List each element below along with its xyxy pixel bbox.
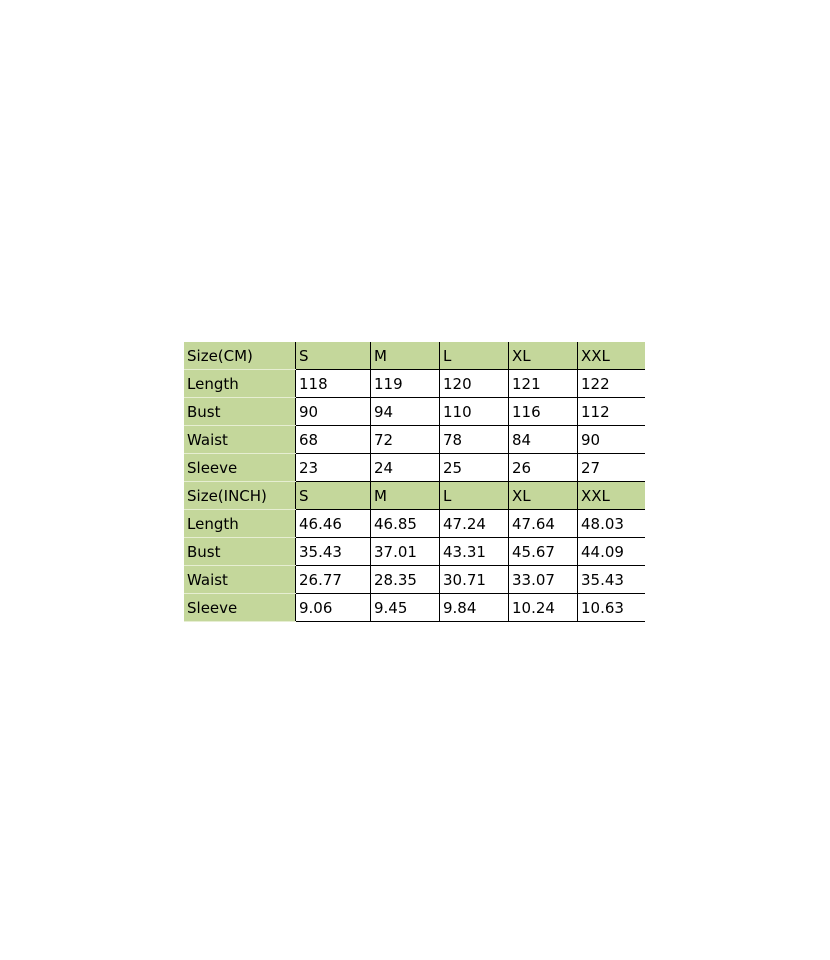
value-cell: 68 [295,425,371,454]
measure-label-cell: Waist [184,425,296,454]
table-row: Sleeve 23 24 25 26 27 [184,453,645,482]
value-cell: 44.09 [577,537,645,566]
table-row: Length 46.46 46.85 47.24 47.64 48.03 [184,509,645,538]
measure-label-cell: Waist [184,565,296,594]
value-cell: 48.03 [577,509,645,538]
value-cell: 45.67 [508,537,578,566]
measure-label-cell: Length [184,509,296,538]
size-header-cell: L [439,342,509,370]
unit-header-cell: Size(INCH) [184,481,296,510]
unit-header-cell: Size(CM) [184,342,296,370]
table-row: Bust 90 94 110 116 112 [184,397,645,426]
measure-label-cell: Sleeve [184,453,296,482]
value-cell: 119 [370,369,440,398]
size-header-cell: XXL [577,342,645,370]
value-cell: 47.64 [508,509,578,538]
value-cell: 9.45 [370,593,440,622]
size-header-cell: M [370,342,440,370]
value-cell: 23 [295,453,371,482]
value-cell: 9.84 [439,593,509,622]
value-cell: 118 [295,369,371,398]
value-cell: 30.71 [439,565,509,594]
measure-label-cell: Length [184,369,296,398]
table-row: Bust 35.43 37.01 43.31 45.67 44.09 [184,537,645,566]
value-cell: 35.43 [295,537,371,566]
value-cell: 94 [370,397,440,426]
value-cell: 25 [439,453,509,482]
size-header-cell: L [439,481,509,510]
value-cell: 116 [508,397,578,426]
value-cell: 72 [370,425,440,454]
table-row: Length 118 119 120 121 122 [184,369,645,398]
value-cell: 78 [439,425,509,454]
value-cell: 26.77 [295,565,371,594]
table-row: Waist 26.77 28.35 30.71 33.07 35.43 [184,565,645,594]
value-cell: 10.63 [577,593,645,622]
value-cell: 24 [370,453,440,482]
value-cell: 112 [577,397,645,426]
size-header-cell: M [370,481,440,510]
value-cell: 90 [295,397,371,426]
size-header-cell: XXL [577,481,645,510]
table-row: Waist 68 72 78 84 90 [184,425,645,454]
value-cell: 27 [577,453,645,482]
value-cell: 10.24 [508,593,578,622]
value-cell: 9.06 [295,593,371,622]
value-cell: 122 [577,369,645,398]
value-cell: 110 [439,397,509,426]
size-header-cell: S [295,342,371,370]
size-chart-table: Size(CM) S M L XL XXL Length 118 119 120 121 122 Bus… [184,342,645,622]
table-row: Sleeve 9.06 9.45 9.84 10.24 10.63 [184,593,645,622]
value-cell: 28.35 [370,565,440,594]
size-header-cell: S [295,481,371,510]
header-row: Size(INCH) S M L XL XXL [184,481,645,510]
value-cell: 26 [508,453,578,482]
value-cell: 90 [577,425,645,454]
value-cell: 43.31 [439,537,509,566]
value-cell: 35.43 [577,565,645,594]
value-cell: 46.46 [295,509,371,538]
size-header-cell: XL [508,342,578,370]
value-cell: 37.01 [370,537,440,566]
measure-label-cell: Bust [184,397,296,426]
value-cell: 84 [508,425,578,454]
value-cell: 33.07 [508,565,578,594]
value-cell: 46.85 [370,509,440,538]
value-cell: 120 [439,369,509,398]
measure-label-cell: Bust [184,537,296,566]
header-row: Size(CM) S M L XL XXL [184,342,645,370]
value-cell: 121 [508,369,578,398]
value-cell: 47.24 [439,509,509,538]
size-header-cell: XL [508,481,578,510]
measure-label-cell: Sleeve [184,593,296,622]
